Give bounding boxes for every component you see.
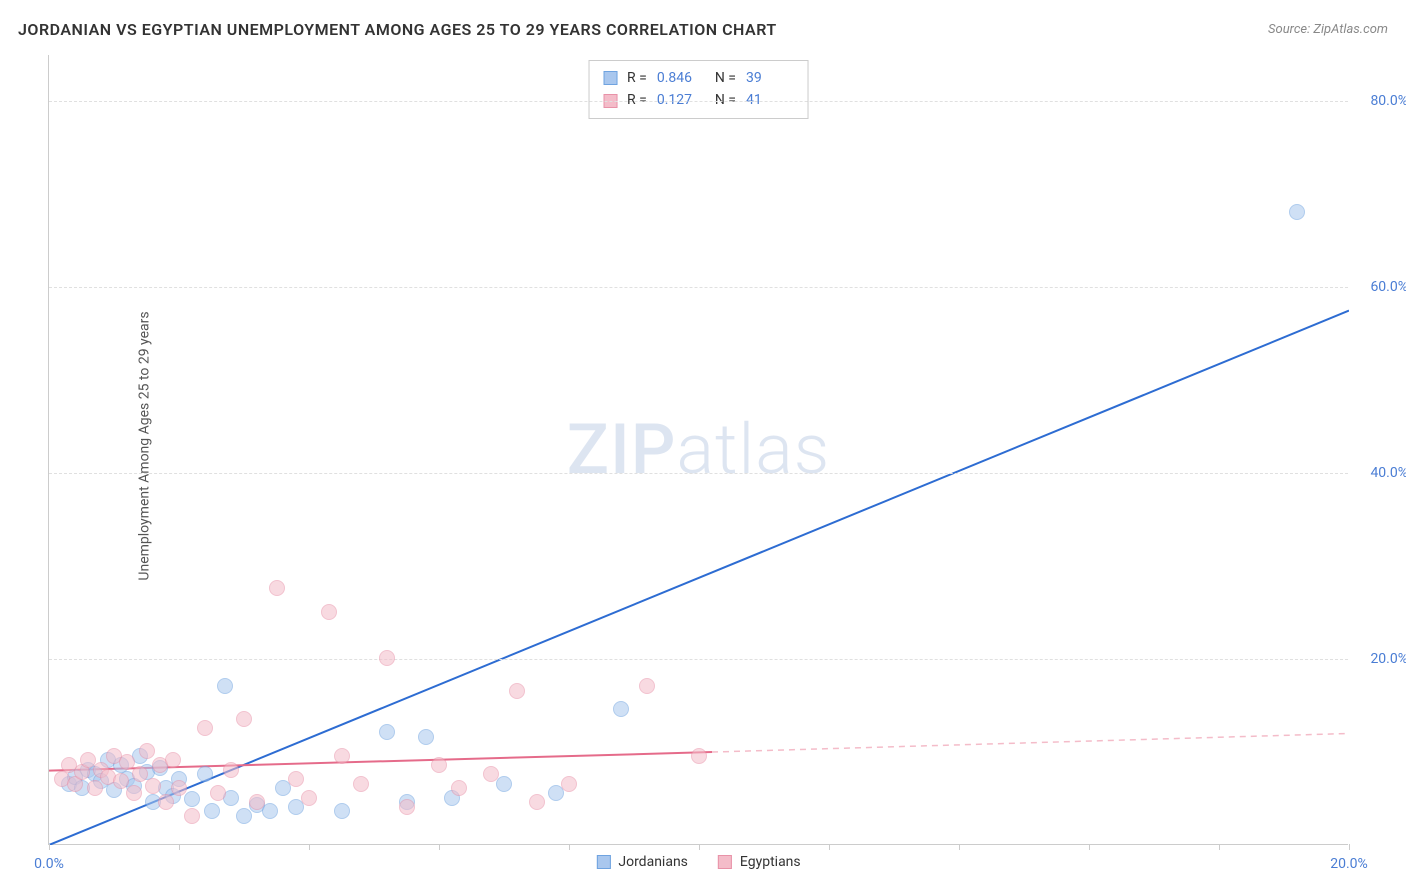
scatter-point — [87, 780, 103, 796]
scatter-point — [249, 794, 265, 810]
x-tick — [49, 844, 50, 850]
scatter-point — [113, 773, 129, 789]
x-tick — [829, 844, 830, 850]
x-tick-label: 20.0% — [1330, 856, 1368, 872]
scatter-point — [126, 785, 142, 801]
scatter-point — [171, 780, 187, 796]
scatter-point — [236, 808, 252, 824]
x-tick — [959, 844, 960, 850]
scatter-point — [217, 678, 233, 694]
swatch-jordanians — [603, 71, 617, 85]
x-tick — [1349, 844, 1350, 850]
scatter-point — [204, 803, 220, 819]
scatter-point — [132, 766, 148, 782]
scatter-point — [334, 748, 350, 764]
swatch-egyptians-bottom — [718, 855, 732, 869]
scatter-point — [158, 794, 174, 810]
y-tick-label: 40.0% — [1370, 465, 1406, 481]
scatter-point — [529, 794, 545, 810]
x-tick — [699, 844, 700, 850]
legend-label-egyptians: Egyptians — [740, 854, 801, 870]
scatter-point — [639, 678, 655, 694]
stats-row-jordanians: R = 0.846 N = 39 — [603, 67, 794, 89]
plot-area: ZIPatlas R = 0.846 N = 39 R = 0.127 N = … — [48, 55, 1348, 845]
scatter-point — [223, 762, 239, 778]
x-tick-label: 0.0% — [34, 856, 64, 872]
scatter-point — [561, 776, 577, 792]
scatter-point — [418, 729, 434, 745]
scatter-point — [451, 780, 467, 796]
stats-legend-box: R = 0.846 N = 39 R = 0.127 N = 41 — [588, 60, 809, 119]
scatter-point — [379, 724, 395, 740]
scatter-point — [184, 808, 200, 824]
source-attribution: Source: ZipAtlas.com — [1268, 22, 1388, 37]
stat-label-n: N = — [715, 67, 736, 89]
scatter-point — [262, 803, 278, 819]
x-tick — [439, 844, 440, 850]
gridline-h — [49, 659, 1348, 660]
scatter-point — [483, 766, 499, 782]
chart-title: JORDANIAN VS EGYPTIAN UNEMPLOYMENT AMONG… — [18, 20, 777, 39]
x-tick — [309, 844, 310, 850]
scatter-point — [269, 580, 285, 596]
stat-n-jordanians: 39 — [746, 67, 794, 89]
swatch-jordanians-bottom — [596, 855, 610, 869]
x-tick — [569, 844, 570, 850]
scatter-point — [197, 766, 213, 782]
scatter-point — [496, 776, 512, 792]
scatter-point — [288, 771, 304, 787]
scatter-point — [145, 778, 161, 794]
x-tick — [1089, 844, 1090, 850]
scatter-point — [321, 604, 337, 620]
bottom-legend: Jordanians Egyptians — [596, 854, 800, 870]
legend-item-egyptians: Egyptians — [718, 854, 801, 870]
legend-item-jordanians: Jordanians — [596, 854, 688, 870]
scatter-point — [691, 748, 707, 764]
scatter-point — [1289, 204, 1305, 220]
scatter-point — [197, 720, 213, 736]
scatter-point — [165, 752, 181, 768]
y-tick-label: 80.0% — [1370, 93, 1406, 109]
scatter-point — [184, 791, 200, 807]
scatter-point — [509, 683, 525, 699]
scatter-point — [353, 776, 369, 792]
gridline-h — [49, 287, 1348, 288]
watermark-bold: ZIP — [567, 409, 677, 491]
watermark: ZIPatlas — [567, 409, 831, 491]
stat-r-jordanians: 0.846 — [657, 67, 705, 89]
gridline-h — [49, 473, 1348, 474]
scatter-point — [210, 785, 226, 801]
watermark-light: atlas — [676, 409, 830, 491]
scatter-point — [334, 803, 350, 819]
x-tick — [179, 844, 180, 850]
scatter-point — [379, 650, 395, 666]
scatter-point — [301, 790, 317, 806]
scatter-point — [399, 799, 415, 815]
scatter-point — [613, 701, 629, 717]
legend-label-jordanians: Jordanians — [618, 854, 688, 870]
scatter-point — [431, 757, 447, 773]
stat-label-r: R = — [627, 67, 647, 89]
scatter-point — [236, 711, 252, 727]
y-tick-label: 20.0% — [1370, 651, 1406, 667]
scatter-point — [139, 743, 155, 759]
x-tick — [1219, 844, 1220, 850]
y-tick-label: 60.0% — [1370, 279, 1406, 295]
gridline-h — [49, 101, 1348, 102]
scatter-point — [119, 754, 135, 770]
